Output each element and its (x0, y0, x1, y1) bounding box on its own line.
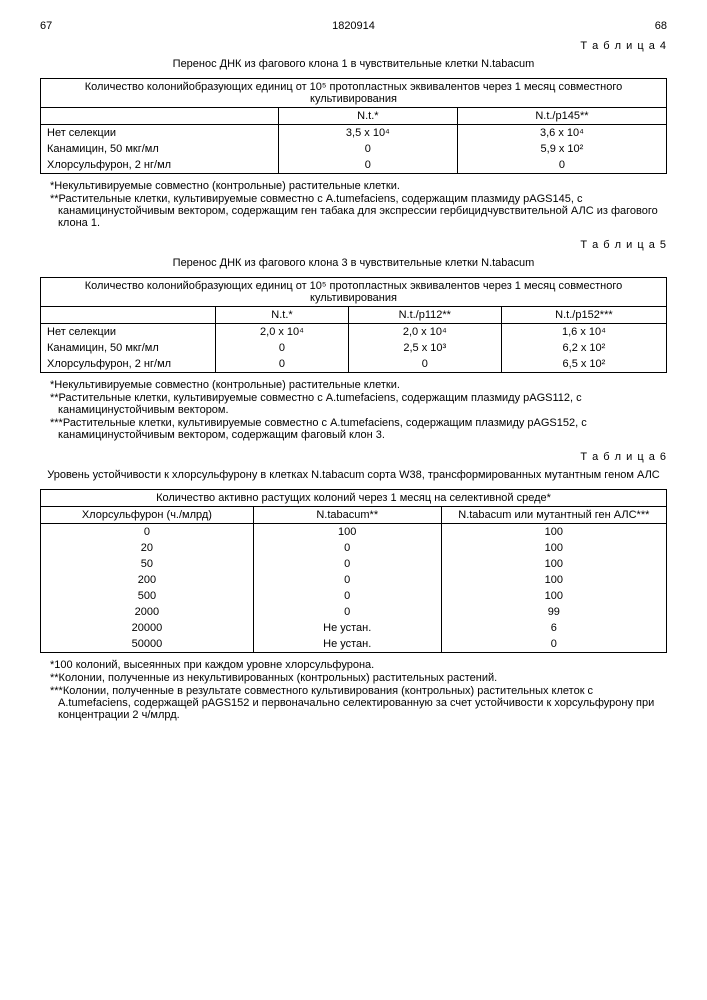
table-cell: 2000 (41, 604, 254, 620)
table-cell: 0 (278, 141, 457, 157)
table-cell: 50000 (41, 636, 254, 653)
table-cell: 0 (253, 588, 441, 604)
table-cell: 3,5 x 10⁴ (278, 125, 457, 142)
table-cell: 0 (216, 356, 348, 373)
table-cell: 20 (41, 540, 254, 556)
table6-caption: Количество активно растущих колоний чере… (41, 490, 667, 507)
table-cell: 6,5 x 10² (501, 356, 666, 373)
table4-footnotes: *Некультивируемые совместно (контрольные… (58, 180, 667, 229)
footnote: *Некультивируемые совместно (контрольные… (58, 379, 667, 391)
table6-title: Уровень устойчивости к хлорсульфурону в … (40, 469, 667, 481)
table-row-label: Нет селекции (41, 324, 216, 341)
table-cell: 20000 (41, 620, 254, 636)
table6-col1: N.tabacum** (253, 507, 441, 524)
footnote: *100 колоний, высеянных при каждом уровн… (58, 659, 667, 671)
table4-col0: N.t.* (278, 108, 457, 125)
table6-col0: Хлорсульфурон (ч./млрд) (41, 507, 254, 524)
table5-footnotes: *Некультивируемые совместно (контрольные… (58, 379, 667, 441)
table4-col1: N.t./p145** (457, 108, 666, 125)
table-cell: 100 (441, 572, 666, 588)
table-cell: 0 (348, 356, 501, 373)
table-cell: 50 (41, 556, 254, 572)
page-center: 1820914 (332, 20, 375, 32)
footnote: **Растительные клетки, культивируемые со… (58, 193, 667, 229)
table-cell: 2,5 x 10³ (348, 340, 501, 356)
table-cell: 0 (41, 524, 254, 541)
table4: Количество колонийобразующих единиц от 1… (40, 78, 667, 174)
table-cell: 0 (253, 556, 441, 572)
table-cell: 100 (441, 588, 666, 604)
table-row-label: Нет селекции (41, 125, 279, 142)
table-cell: 3,6 x 10⁴ (457, 125, 666, 142)
page-header: 67 1820914 68 (40, 20, 667, 32)
table-cell: 2,0 x 10⁴ (348, 324, 501, 341)
table4-caption: Количество колонийобразующих единиц от 1… (41, 79, 667, 108)
table-row-label: Хлорсульфурон, 2 нг/мл (41, 157, 279, 174)
table5-col0: N.t.* (216, 307, 348, 324)
footnote: **Колонии, полученные из некультивирован… (58, 672, 667, 684)
table-row-label: Хлорсульфурон, 2 нг/мл (41, 356, 216, 373)
table-cell: 100 (441, 556, 666, 572)
table-cell: 5,9 x 10² (457, 141, 666, 157)
page-left: 67 (40, 20, 52, 32)
table-cell: 0 (253, 540, 441, 556)
table6: Количество активно растущих колоний чере… (40, 489, 667, 653)
table5: Количество колонийобразующих единиц от 1… (40, 277, 667, 373)
table5-title: Перенос ДНК из фагового клона 3 в чувств… (40, 257, 667, 269)
footnote: **Растительные клетки, культивируемые со… (58, 392, 667, 416)
footnote: ***Растительные клетки, культивируемые с… (58, 417, 667, 441)
table-cell: 1,6 x 10⁴ (501, 324, 666, 341)
table5-caption: Количество колонийобразующих единиц от 1… (41, 278, 667, 307)
table4-title: Перенос ДНК из фагового клона 1 в чувств… (40, 58, 667, 70)
footnote: *Некультивируемые совместно (контрольные… (58, 180, 667, 192)
table4-label: Т а б л и ц а 4 (40, 40, 667, 52)
table-cell: 0 (253, 604, 441, 620)
table-cell: Не устан. (253, 636, 441, 653)
table6-col2: N.tabacum или мутантный ген АЛС*** (441, 507, 666, 524)
table-cell: 0 (216, 340, 348, 356)
table-cell: 6 (441, 620, 666, 636)
table5-label: Т а б л и ц а 5 (40, 239, 667, 251)
table-cell: 0 (457, 157, 666, 174)
footnote: ***Колонии, полученные в результате совм… (58, 685, 667, 721)
table-cell: 99 (441, 604, 666, 620)
table-cell: 0 (253, 572, 441, 588)
table-cell: 500 (41, 588, 254, 604)
table-cell: 0 (278, 157, 457, 174)
table-cell: 6,2 x 10² (501, 340, 666, 356)
table6-label: Т а б л и ц а 6 (40, 451, 667, 463)
table6-footnotes: *100 колоний, высеянных при каждом уровн… (58, 659, 667, 721)
table-cell: 0 (441, 636, 666, 653)
table-row-label: Канамицин, 50 мкг/мл (41, 340, 216, 356)
page-right: 68 (655, 20, 667, 32)
table5-col2: N.t./p152*** (501, 307, 666, 324)
table-row-label: Канамицин, 50 мкг/мл (41, 141, 279, 157)
table-cell: 100 (441, 540, 666, 556)
table-cell: 2,0 x 10⁴ (216, 324, 348, 341)
table5-col1: N.t./p112** (348, 307, 501, 324)
table-cell: 100 (253, 524, 441, 541)
table-cell: Не устан. (253, 620, 441, 636)
table-cell: 200 (41, 572, 254, 588)
table-cell: 100 (441, 524, 666, 541)
